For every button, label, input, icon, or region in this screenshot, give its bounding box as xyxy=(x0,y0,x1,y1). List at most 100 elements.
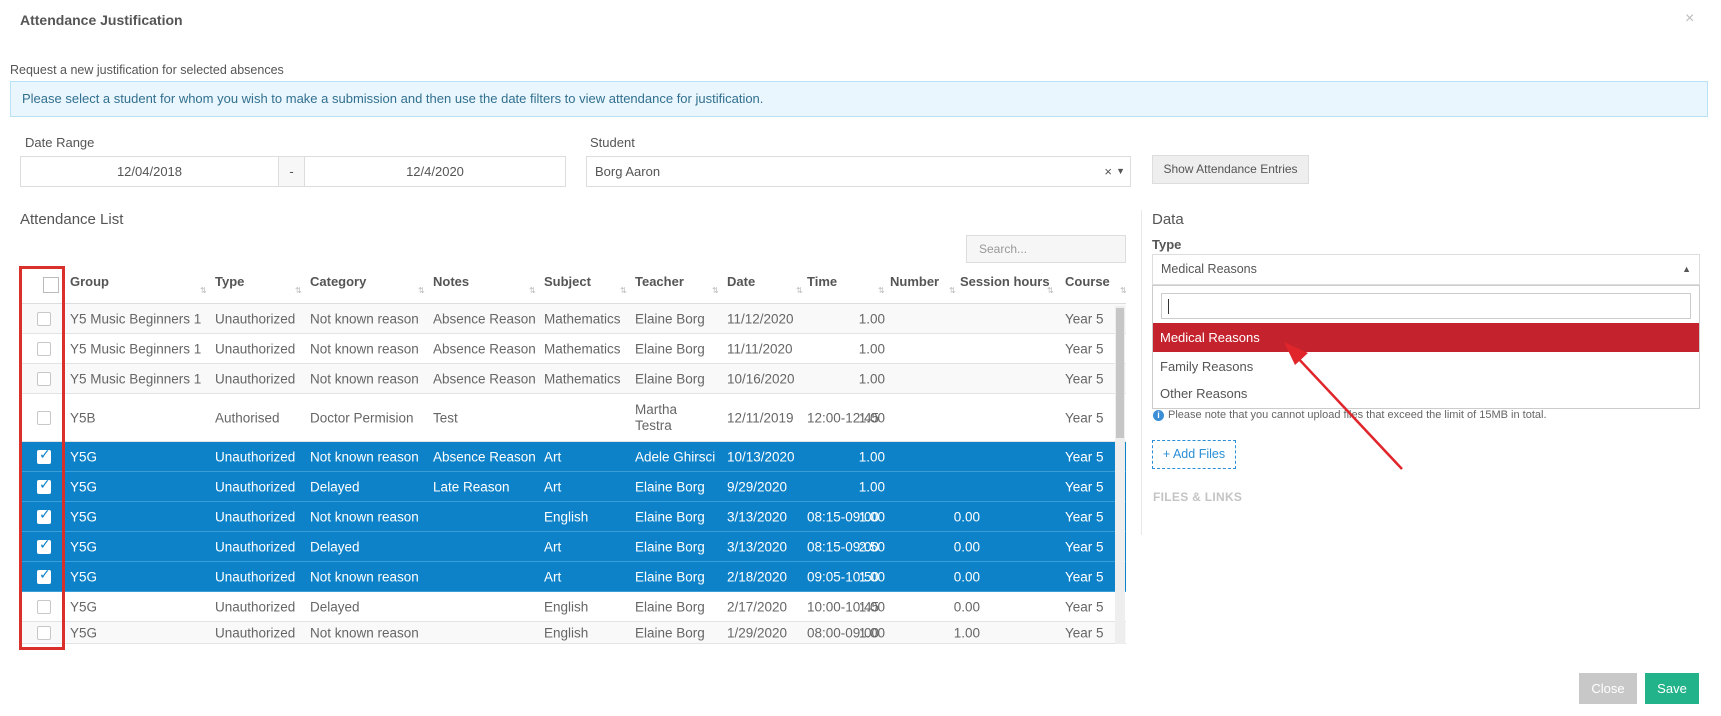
type-dropdown: Medical Reasons Family Reasons Other Rea… xyxy=(1152,285,1700,409)
checkbox-column-highlight xyxy=(19,266,65,650)
table-row[interactable]: Y5G Unauthorized Not known reason Art Elaine… xyxy=(20,562,1126,592)
save-button[interactable]: Save xyxy=(1645,673,1699,704)
column-header[interactable]: Date xyxy=(727,274,756,289)
student-select[interactable]: Borg Aaron × ▼ xyxy=(586,156,1131,187)
cell-notes: Absence Reason xyxy=(433,311,536,326)
cell-course: Year 5 xyxy=(1065,569,1104,584)
column-header[interactable]: Time xyxy=(807,274,838,289)
cell-session-hours: 0.00 xyxy=(953,599,980,614)
column-header[interactable]: Course xyxy=(1065,274,1110,289)
sort-icon[interactable]: ⇅ xyxy=(1120,286,1127,295)
column-header[interactable]: Number xyxy=(890,274,940,289)
date-from-input[interactable]: 12/04/2018 xyxy=(20,156,279,187)
sort-icon[interactable]: ⇅ xyxy=(796,286,803,295)
table-row[interactable]: Y5G Unauthorized Delayed Late Reason Art Elai… xyxy=(20,472,1126,502)
option-family-reasons[interactable]: Family Reasons xyxy=(1160,359,1254,374)
type-select[interactable]: Medical Reasons ▲ xyxy=(1152,254,1700,285)
cell-teacher: Elaine Borg xyxy=(635,539,705,554)
info-message: Please select a student for whom you wis… xyxy=(10,81,1708,117)
cell-category: Doctor Permision xyxy=(310,410,414,425)
select-all-checkbox[interactable] xyxy=(43,277,59,293)
cell-number: 1.00 xyxy=(858,509,885,524)
table-row[interactable]: Y5G Unauthorized Not known reason English El… xyxy=(20,622,1126,644)
student-value: Borg Aaron xyxy=(595,164,661,179)
table-scrollbar[interactable] xyxy=(1115,306,1125,644)
cell-group: Y5 Music Beginners 1 xyxy=(70,311,202,326)
column-header[interactable]: Session hours xyxy=(960,274,1050,289)
column-header[interactable]: Group xyxy=(70,274,109,289)
cell-notes: Late Reason xyxy=(433,479,510,494)
cell-category: Not known reason xyxy=(310,569,419,584)
row-checkbox[interactable] xyxy=(37,446,51,464)
cell-number: 1.00 xyxy=(858,479,885,494)
cell-teacher: Elaine Borg xyxy=(635,509,705,524)
table-row[interactable]: Y5 Music Beginners 1 Unauthorized Not know… xyxy=(20,334,1126,364)
sort-icon[interactable]: ⇅ xyxy=(878,286,885,295)
sort-icon[interactable]: ⇅ xyxy=(529,286,536,295)
sort-icon[interactable]: ⇅ xyxy=(200,286,207,295)
upload-limit-note: Please note that you cannot upload files… xyxy=(1168,409,1547,421)
sort-icon[interactable]: ⇅ xyxy=(295,286,302,295)
cell-type: Unauthorized xyxy=(215,371,296,386)
cell-notes: Test xyxy=(433,410,458,425)
sort-icon[interactable]: ⇅ xyxy=(949,286,956,295)
student-label: Student xyxy=(590,135,635,150)
date-to-input[interactable]: 12/4/2020 xyxy=(304,156,566,187)
sort-icon[interactable]: ⇅ xyxy=(1047,286,1054,295)
cell-course: Year 5 xyxy=(1065,539,1104,554)
cell-session-hours: 0.00 xyxy=(953,569,980,584)
cell-course: Year 5 xyxy=(1065,410,1104,425)
chevron-up-icon[interactable]: ▲ xyxy=(1682,264,1691,274)
cell-type: Unauthorized xyxy=(215,539,296,554)
cell-number: 1.00 xyxy=(858,569,885,584)
cell-session-hours: 0.00 xyxy=(953,509,980,524)
cell-group: Y5G xyxy=(70,625,98,640)
row-checkbox[interactable] xyxy=(37,341,51,356)
cell-subject: Art xyxy=(544,479,562,494)
row-checkbox[interactable] xyxy=(37,506,51,524)
row-checkbox[interactable] xyxy=(37,566,51,584)
row-checkbox[interactable] xyxy=(37,311,51,326)
search-input[interactable]: Search... xyxy=(966,235,1126,263)
table-row[interactable]: Y5G Unauthorized Not known reason English El… xyxy=(20,502,1126,532)
column-header[interactable]: Subject xyxy=(544,274,591,289)
close-icon[interactable]: × xyxy=(1685,10,1695,27)
show-attendance-entries-button[interactable]: Show Attendance Entries xyxy=(1152,155,1309,184)
sort-icon[interactable]: ⇅ xyxy=(418,286,425,295)
row-checkbox[interactable] xyxy=(37,410,51,425)
column-header[interactable]: Notes xyxy=(433,274,470,289)
row-checkbox[interactable] xyxy=(37,371,51,386)
cell-group: Y5G xyxy=(70,479,98,494)
row-checkbox[interactable] xyxy=(37,476,51,494)
add-files-button[interactable]: + Add Files xyxy=(1152,440,1236,469)
table-row[interactable]: Y5G Unauthorized Delayed Art Elaine Borg 3/13… xyxy=(20,532,1126,562)
cell-date: 10/13/2020 xyxy=(727,449,795,464)
table-row[interactable]: Y5 Music Beginners 1 Unauthorized Not know… xyxy=(20,304,1126,334)
cell-notes: Absence Reason xyxy=(433,341,536,356)
cell-number: 2.50 xyxy=(858,539,885,554)
cell-number: 1.00 xyxy=(858,625,885,640)
column-header[interactable]: Type xyxy=(215,274,245,289)
clear-icon[interactable]: × xyxy=(1104,164,1112,179)
cell-group: Y5G xyxy=(70,509,98,524)
table-row[interactable]: Y5 Music Beginners 1 Unauthorized Not know… xyxy=(20,364,1126,394)
sort-icon[interactable]: ⇅ xyxy=(712,286,719,295)
table-row[interactable]: Y5B Authorised Doctor Permision Test Martha … xyxy=(20,394,1126,442)
column-header[interactable]: Category xyxy=(310,274,367,289)
chevron-down-icon[interactable]: ▼ xyxy=(1116,166,1125,176)
table-scrollbar-thumb[interactable] xyxy=(1116,308,1124,438)
close-button[interactable]: Close xyxy=(1579,673,1637,704)
row-checkbox[interactable] xyxy=(37,599,51,614)
option-medical-reasons[interactable]: Medical Reasons xyxy=(1153,323,1699,352)
table-row[interactable]: Y5G Unauthorized Delayed English Elaine Borg… xyxy=(20,592,1126,622)
table-row[interactable]: Y5G Unauthorized Not known reason Absence R… xyxy=(20,442,1126,472)
dropdown-search-input[interactable] xyxy=(1161,293,1691,319)
row-checkbox[interactable] xyxy=(37,536,51,554)
cell-group: Y5 Music Beginners 1 xyxy=(70,371,202,386)
column-header[interactable]: Teacher xyxy=(635,274,684,289)
cell-course: Year 5 xyxy=(1065,599,1104,614)
sort-icon[interactable]: ⇅ xyxy=(620,286,627,295)
modal-title: Attendance Justification xyxy=(20,12,183,28)
option-other-reasons[interactable]: Other Reasons xyxy=(1160,386,1248,401)
row-checkbox[interactable] xyxy=(37,625,51,640)
